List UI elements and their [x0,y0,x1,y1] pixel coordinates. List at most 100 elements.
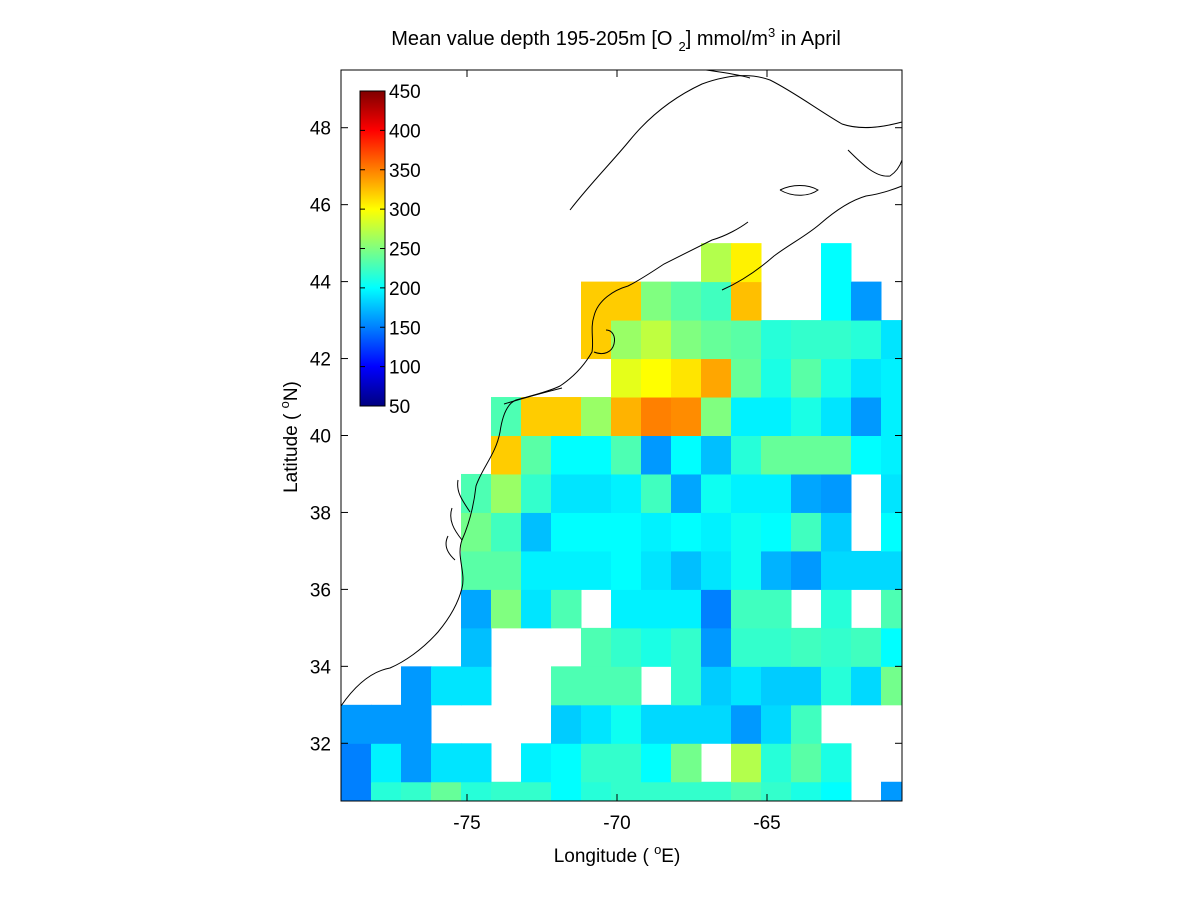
heatmap-cell [611,397,642,436]
heatmap-cell [641,281,672,321]
heatmap-cell [851,435,882,475]
heatmap-cell [761,320,792,360]
heatmap-cell [731,320,762,360]
x-tick-label: -75 [453,813,480,834]
chart-title: Mean value depth 195-205m [O 2] mmol/m3 i… [391,25,841,54]
heatmap-cell [821,781,852,802]
heatmap-cell [671,781,702,802]
y-tick-label: 38 [310,503,331,524]
heatmap-cell [701,320,732,360]
heatmap-cell [791,627,822,667]
heatmap-cell [761,397,792,436]
heatmap-cell [821,550,852,590]
heatmap-cell [731,550,762,590]
heatmap-cell [821,397,852,436]
heatmap-cell [401,781,432,802]
heatmap-cell [341,704,372,744]
heatmap-cell [881,358,903,398]
heatmap-cell [371,704,402,744]
colorbar-tick-label: 200 [389,279,421,300]
y-axis-label-suffix: N) [281,381,302,401]
heatmap-cell [761,550,792,590]
heatmap-cell [461,512,492,552]
heatmap-cell [401,666,432,706]
heatmap-cell [671,666,702,706]
heatmap-cell [581,743,612,783]
heatmap-cell [851,397,882,436]
heatmap-cell [701,666,732,706]
heatmap-cell [521,473,552,513]
heatmap-cell [611,781,642,802]
heatmap-cell [701,473,732,513]
heatmap-cell [521,550,552,590]
heatmap-cell [821,512,852,552]
heatmap-cell [551,550,582,590]
heatmap-cell [341,781,372,802]
title-superscript: 3 [768,25,775,40]
y-axis-label-prefix: Latitude ( [281,408,302,493]
heatmap-cell [401,704,432,744]
title-prefix: Mean value depth 195-205m [O [391,28,672,50]
heatmap-cell [731,397,762,436]
heatmap-cell [611,358,642,398]
y-tick-label: 46 [310,196,331,217]
heatmap-cell [671,281,702,321]
heatmap-cell [341,743,372,783]
heatmap-cell [761,743,792,783]
y-axis-label: Latitude ( oN) [277,381,302,493]
heatmap-cell [821,627,852,667]
heatmap-cell [821,435,852,475]
heatmap-cell [671,743,702,783]
heatmap-cell [491,473,522,513]
colorbar-tick-label: 150 [389,318,421,339]
heatmap-cell [611,512,642,552]
heatmap-cell [611,281,642,321]
heatmap-cell [641,320,672,360]
heatmap-cell [791,320,822,360]
heatmap-cell [461,627,492,667]
heatmap-cell [851,550,882,590]
heatmap-cell [641,397,672,436]
heatmap-cell [491,550,522,590]
y-tick-label: 44 [310,273,332,294]
colorbar-tick-label: 450 [389,82,421,103]
heatmap-cell [791,743,822,783]
heatmap-cell [581,627,612,667]
heatmap-cell [641,704,672,744]
heatmap-cell [731,781,762,802]
heatmap-cell [641,589,672,629]
heatmap-cell [881,781,903,802]
heatmap-cell [731,358,762,398]
heatmap-cell [671,397,702,436]
heatmap-cell [731,589,762,629]
heatmap-cell [641,627,672,667]
heatmap-cell [581,550,612,590]
y-tick-label: 32 [310,734,331,755]
heatmap-cell [821,358,852,398]
x-axis-label: Longitude ( oE) [554,842,681,867]
heatmap-cell [821,589,852,629]
heatmap-cell [551,435,582,475]
heatmap-cell [461,589,492,629]
heatmap-cell [731,704,762,744]
heatmap-cell [761,512,792,552]
heatmap-cell [731,473,762,513]
heatmap-cell [521,435,552,475]
heatmap-cell [881,473,903,513]
coastline-anticosti [705,69,751,79]
coastline-pei [779,185,819,196]
heatmap-cell [791,397,822,436]
heatmap-cell [701,627,732,667]
heatmap-cell [581,512,612,552]
coastline-newfoundland-fragment [847,149,903,177]
coastline-long-island [503,387,563,405]
heatmap-cell [821,320,852,360]
colorbar-tick-label: 350 [389,161,421,182]
heatmap-cell [491,781,522,802]
x-axis-label-suffix: E) [661,846,680,867]
title-middle: ] mmol/m [686,28,768,50]
heatmap-cell [551,473,582,513]
heatmap-cell [551,512,582,552]
heatmap-cell [641,358,672,398]
heatmap-cell [491,512,522,552]
